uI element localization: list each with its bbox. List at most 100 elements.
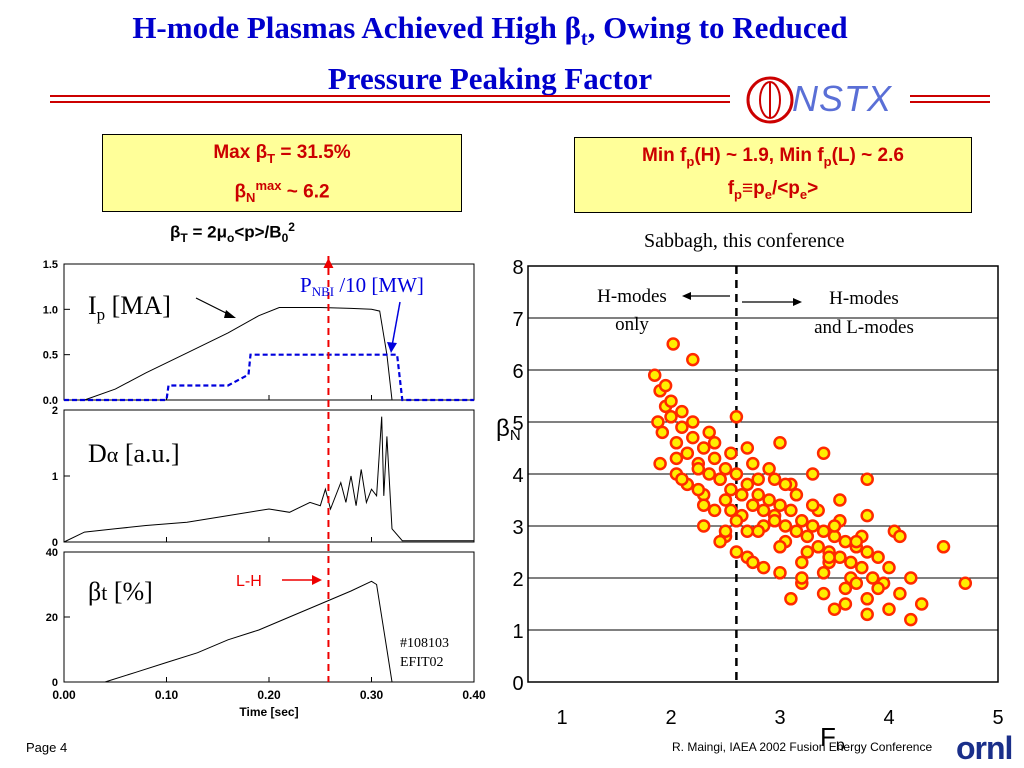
scatter-point <box>647 368 662 382</box>
x-tick-label: 0.00 <box>52 688 76 702</box>
panel-label-unit: [a.u.] <box>118 439 179 468</box>
scatter-point <box>860 472 874 486</box>
x-tick-label: 4 <box>883 707 894 729</box>
time-trace-chart: 1.5 1.0 0.5 0.0 Ip [MA] 2 1 0 Dα [a.u.] 40 20 0 βt… <box>43 256 486 719</box>
footer-conference: R. Maingi, IAEA 2002 Fusion Energy Confe… <box>672 740 933 754</box>
x-tick-label: 0.10 <box>155 688 179 702</box>
ip-arrow-head <box>224 310 236 318</box>
scatter-point <box>827 519 842 533</box>
scatter-point <box>849 534 864 549</box>
x-axis-label: Fp <box>820 722 845 750</box>
nstx-emblem-icon <box>746 76 794 124</box>
annotation-left-line1: H-modes <box>597 286 667 307</box>
scatter-point <box>844 555 858 570</box>
scatter-point <box>871 581 885 596</box>
nstx-logo-text: NSTX <box>792 78 893 119</box>
min-fp-sub1: p <box>686 153 695 169</box>
ip-panel: 1.5 1.0 0.5 0.0 Ip [MA] <box>43 259 475 407</box>
scatter-point <box>882 560 896 575</box>
scatter-point <box>675 404 689 419</box>
scatter-point <box>666 337 680 351</box>
scatter-point <box>773 436 787 450</box>
panel-label-main: I <box>88 291 97 320</box>
scatter-point <box>838 597 853 611</box>
nbi-label: PNBI /10 [MW] <box>300 273 424 299</box>
eq-beta: β <box>170 222 181 242</box>
scatter-point <box>669 436 684 450</box>
x-tick-label: 1 <box>556 707 567 729</box>
scatter-point <box>653 456 667 471</box>
fp-def-text: f <box>727 177 735 199</box>
scatter-point <box>713 534 727 549</box>
scatter-point <box>822 550 836 564</box>
scatter-point <box>805 498 820 512</box>
scatter-point <box>724 482 738 497</box>
scatter-point <box>751 524 765 538</box>
panel-label-unit: [%] <box>107 577 152 606</box>
y-tick-label: 6 <box>512 361 523 383</box>
beta-n-sup: max <box>255 177 282 193</box>
eq-sup: 2 <box>288 220 295 234</box>
panel-label-main: D <box>88 439 107 468</box>
scatter-point <box>751 472 765 486</box>
scatter-point <box>686 415 700 429</box>
scatter-point <box>833 550 847 564</box>
scatter-point <box>904 571 918 585</box>
scatter-point <box>713 472 727 486</box>
scatter-point <box>767 514 782 528</box>
scatter-point <box>746 498 760 512</box>
fp-def-sub3: e <box>799 186 808 202</box>
scatter-point <box>860 508 874 523</box>
y-tick-label: 1 <box>52 471 58 483</box>
beta-n-text: β <box>234 181 247 203</box>
scatter-point <box>838 534 853 549</box>
scatter-point <box>724 503 738 518</box>
scatter-point <box>860 607 874 622</box>
scatter-point <box>686 430 700 445</box>
y-tick-label: 8 <box>512 257 523 279</box>
x-tick-label: 0.20 <box>257 688 281 702</box>
title-line1: H-mode Plasmas Achieved High β <box>132 10 581 45</box>
scatter-point <box>816 524 831 538</box>
y-tick-label: 40 <box>46 547 58 559</box>
max-beta-t-text: Max β <box>213 142 268 163</box>
y-tick-label: 1 <box>512 621 523 643</box>
nstx-logo: NSTX <box>742 72 912 128</box>
scatter-point <box>756 560 771 575</box>
beta-n-value: ~ 6.2 <box>281 181 330 203</box>
scatter-point <box>860 545 874 559</box>
y-tick-label: 0.0 <box>43 395 58 407</box>
y-tick-label: 3 <box>512 517 523 539</box>
min-fp-h-value: (H) ~ 1.9, Min f <box>694 145 824 166</box>
panel-label-unit: [MA] <box>105 291 171 320</box>
series-line-beta-t <box>104 580 393 683</box>
right-arrow-head <box>793 298 802 306</box>
y-tick-label: 7 <box>512 309 523 331</box>
lh-label: L-H <box>236 573 262 590</box>
x-tick-label: 0.30 <box>360 688 384 702</box>
scatter-point <box>865 571 880 585</box>
scatter-point <box>762 462 776 476</box>
series-line-d-alpha <box>63 416 474 543</box>
scatter-point <box>664 410 678 424</box>
scatter-point <box>849 576 864 590</box>
scatter-point <box>691 462 706 476</box>
fp-def-equiv: ≡p <box>742 177 765 199</box>
scatter-point <box>696 441 711 455</box>
eq-mu: = 2μ <box>187 222 227 242</box>
x-tick-label: 5 <box>992 707 1003 729</box>
scatter-point <box>958 576 973 590</box>
scatter-point <box>778 477 793 492</box>
max-beta-box: Max βT = 31.5% βNmax ~ 6.2 <box>102 134 462 212</box>
beta-t-equation: βT = 2μo<p>/B02 <box>170 220 295 245</box>
reconstruction-code: EFIT02 <box>400 655 444 670</box>
y-tick-label: 0.5 <box>43 350 58 362</box>
lh-arrow-head <box>323 258 334 268</box>
scatter-point <box>718 493 733 507</box>
fp-def-avg: /<p <box>771 177 800 199</box>
scatter-point <box>871 550 885 564</box>
scatter-point <box>882 602 896 616</box>
scatter-point <box>664 394 678 408</box>
scatter-point <box>751 488 765 502</box>
min-fp-sub2: p <box>823 153 832 169</box>
